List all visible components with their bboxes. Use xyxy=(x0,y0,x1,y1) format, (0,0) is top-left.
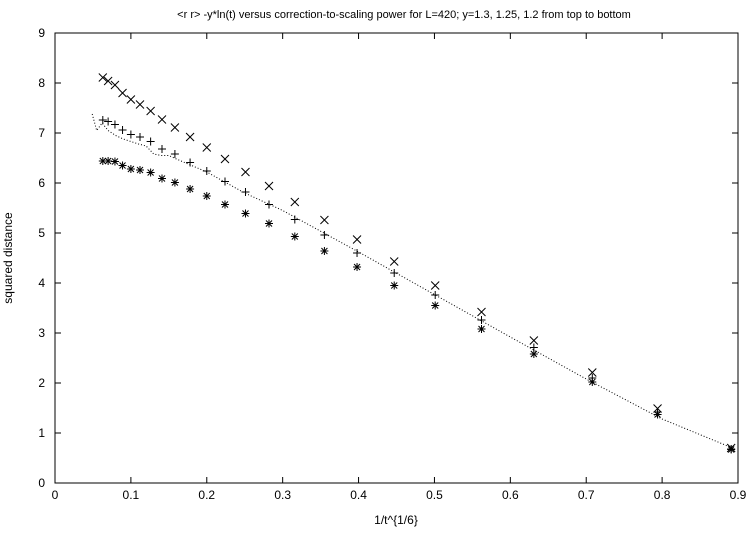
x-tick-label: 0.7 xyxy=(578,488,595,502)
data-point xyxy=(185,132,195,142)
plot-frame xyxy=(54,32,739,484)
data-point xyxy=(170,178,179,187)
series-2 xyxy=(98,116,736,453)
data-point xyxy=(477,307,486,317)
data-point xyxy=(389,257,399,266)
data-point xyxy=(103,76,113,86)
data-point xyxy=(186,185,195,193)
data-point xyxy=(135,133,144,141)
y-tick-label: 9 xyxy=(38,26,45,40)
data-point xyxy=(241,167,250,177)
data-point xyxy=(98,116,107,124)
y-tick-label: 2 xyxy=(38,376,45,390)
x-axis-title: 1/t^{1/6} xyxy=(374,513,418,527)
x-tick-label: 0.3 xyxy=(274,488,291,502)
data-point xyxy=(158,174,167,183)
data-point xyxy=(320,247,329,255)
data-point xyxy=(320,231,329,239)
x-tick-label: 0.9 xyxy=(730,488,747,502)
x-tick-label: 0.4 xyxy=(350,488,367,502)
data-point xyxy=(431,301,440,310)
data-point xyxy=(290,232,299,241)
y-tick-label: 1 xyxy=(38,426,45,440)
y-tick-label: 6 xyxy=(38,176,45,190)
x-axis: 0 0.1 0.2 0.3 0.4 0.5 0.6 0.7 0.8 0.9 xyxy=(52,33,747,502)
data-point xyxy=(727,445,736,454)
x-tick-label: 0.6 xyxy=(502,488,519,502)
chart-title: <r r> -y*ln(t) versus correction-to-scal… xyxy=(177,9,631,21)
data-point xyxy=(653,410,662,419)
data-point xyxy=(529,336,539,345)
data-point xyxy=(265,219,274,228)
x-tick-label: 0.1 xyxy=(123,488,140,502)
data-point xyxy=(202,192,211,200)
data-point xyxy=(135,166,144,174)
data-point xyxy=(157,115,167,124)
data-point xyxy=(135,100,145,109)
y-axis: 0 1 2 3 4 5 6 7 8 9 xyxy=(38,26,738,490)
data-point xyxy=(477,316,486,324)
series-layer xyxy=(91,73,736,454)
y-tick-label: 5 xyxy=(38,226,45,240)
y-tick-label: 7 xyxy=(38,126,45,140)
data-point xyxy=(110,120,119,129)
data-point xyxy=(220,177,229,186)
y-axis-title: squared distance xyxy=(1,212,15,304)
series-3 xyxy=(98,157,736,454)
data-point xyxy=(146,137,155,146)
series-4 xyxy=(91,113,732,448)
data-point xyxy=(587,368,597,377)
data-point xyxy=(104,117,113,126)
data-point xyxy=(290,197,300,207)
data-point xyxy=(118,126,127,134)
data-point xyxy=(353,263,362,271)
data-point xyxy=(431,291,440,299)
data-point xyxy=(98,73,108,82)
data-point xyxy=(202,167,211,175)
y-tick-label: 4 xyxy=(38,276,45,290)
y-tick-label: 0 xyxy=(38,476,45,490)
data-point xyxy=(390,281,399,290)
y-tick-label: 8 xyxy=(38,76,45,90)
data-point xyxy=(126,95,136,104)
x-tick-label: 0.2 xyxy=(198,488,215,502)
data-point xyxy=(170,150,179,158)
data-point xyxy=(170,123,180,132)
data-point xyxy=(241,209,250,218)
data-point xyxy=(104,157,113,165)
x-tick-label: 0.8 xyxy=(654,488,671,502)
data-point xyxy=(477,325,486,333)
series-line xyxy=(91,113,732,448)
data-point xyxy=(265,200,274,209)
data-point xyxy=(202,143,212,152)
data-point xyxy=(146,168,155,177)
data-point xyxy=(118,88,127,98)
x-tick-label: 0 xyxy=(52,488,59,502)
data-point xyxy=(126,165,135,173)
y-tick-label: 3 xyxy=(38,326,45,340)
data-point xyxy=(146,106,155,116)
data-point xyxy=(320,215,329,225)
data-point xyxy=(126,130,135,139)
data-point xyxy=(220,154,230,164)
x-tick-label: 0.5 xyxy=(426,488,443,502)
data-point xyxy=(430,281,440,290)
series-1 xyxy=(98,73,736,453)
data-point xyxy=(588,378,597,386)
data-point xyxy=(352,235,362,244)
data-point xyxy=(264,181,274,191)
data-point xyxy=(110,157,119,166)
data-point xyxy=(158,145,167,153)
data-point xyxy=(118,161,127,170)
data-point xyxy=(220,200,229,209)
data-point xyxy=(110,80,120,90)
data-point xyxy=(529,350,538,358)
